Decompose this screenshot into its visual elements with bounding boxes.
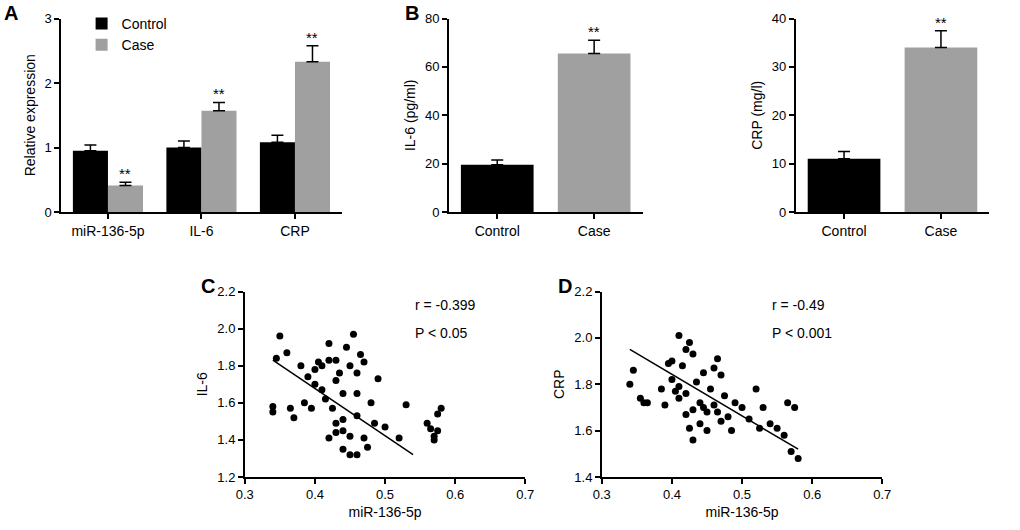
svg-text:IL-6: IL-6 [189, 223, 213, 239]
svg-text:IL-6 (pg/ml): IL-6 (pg/ml) [402, 79, 418, 151]
svg-text:0.7: 0.7 [516, 487, 534, 502]
svg-text:IL-6: IL-6 [194, 372, 210, 396]
svg-text:r = -0.399: r = -0.399 [415, 297, 476, 313]
svg-text:**: ** [588, 23, 600, 40]
svg-text:1.8: 1.8 [217, 358, 235, 373]
svg-text:0.3: 0.3 [236, 487, 254, 502]
svg-text:CRP: CRP [280, 223, 310, 239]
svg-text:miR-136-5p: miR-136-5p [705, 504, 778, 520]
svg-text:1.6: 1.6 [217, 395, 235, 410]
svg-text:Control: Control [475, 223, 520, 239]
svg-text:1.4: 1.4 [217, 432, 235, 447]
svg-text:0.6: 0.6 [446, 487, 464, 502]
svg-text:0.5: 0.5 [733, 487, 751, 502]
svg-text:2.0: 2.0 [217, 321, 235, 336]
svg-text:1: 1 [45, 140, 52, 155]
svg-text:20: 20 [425, 156, 439, 171]
svg-text:0.6: 0.6 [803, 487, 821, 502]
svg-text:**: ** [119, 165, 131, 182]
svg-text:Control: Control [821, 223, 866, 239]
svg-text:0.7: 0.7 [873, 487, 891, 502]
svg-text:30: 30 [772, 59, 786, 74]
svg-text:20: 20 [772, 108, 786, 123]
svg-text:0: 0 [432, 205, 439, 220]
svg-text:Case: Case [122, 37, 155, 53]
svg-text:3: 3 [45, 11, 52, 26]
svg-text:miR-136-5p: miR-136-5p [71, 223, 144, 239]
svg-text:0: 0 [45, 205, 52, 220]
svg-text:40: 40 [772, 11, 786, 26]
svg-text:C: C [201, 275, 215, 297]
svg-text:1.8: 1.8 [574, 377, 592, 392]
svg-text:0.3: 0.3 [593, 487, 611, 502]
svg-text:D: D [558, 275, 572, 297]
svg-text:0.4: 0.4 [306, 487, 324, 502]
svg-text:r = -0.49: r = -0.49 [772, 297, 825, 313]
svg-text:Control: Control [122, 16, 167, 32]
svg-text:Case: Case [578, 223, 611, 239]
svg-text:P < 0.001: P < 0.001 [772, 325, 832, 341]
svg-text:10: 10 [772, 156, 786, 171]
svg-text:**: ** [306, 29, 318, 46]
svg-text:0: 0 [779, 205, 786, 220]
svg-text:1.6: 1.6 [574, 423, 592, 438]
svg-text:40: 40 [425, 108, 439, 123]
svg-text:**: ** [213, 85, 225, 102]
svg-text:A: A [4, 2, 18, 24]
svg-text:CRP (mg/l): CRP (mg/l) [749, 81, 765, 150]
svg-text:0.4: 0.4 [663, 487, 681, 502]
svg-text:60: 60 [425, 59, 439, 74]
svg-text:Case: Case [925, 223, 958, 239]
svg-text:Relative expression: Relative expression [22, 54, 38, 176]
svg-text:1.2: 1.2 [217, 470, 235, 485]
svg-text:2.0: 2.0 [574, 330, 592, 345]
svg-text:1.4: 1.4 [574, 470, 592, 485]
svg-text:80: 80 [425, 11, 439, 26]
svg-text:P < 0.05: P < 0.05 [415, 325, 468, 341]
svg-text:2.2: 2.2 [574, 284, 592, 299]
svg-text:miR-136-5p: miR-136-5p [348, 504, 421, 520]
svg-text:**: ** [935, 14, 947, 31]
svg-text:2.2: 2.2 [217, 284, 235, 299]
svg-text:2: 2 [45, 76, 52, 91]
svg-text:0.5: 0.5 [376, 487, 394, 502]
svg-text:B: B [405, 2, 419, 24]
svg-text:CRP: CRP [551, 369, 567, 399]
